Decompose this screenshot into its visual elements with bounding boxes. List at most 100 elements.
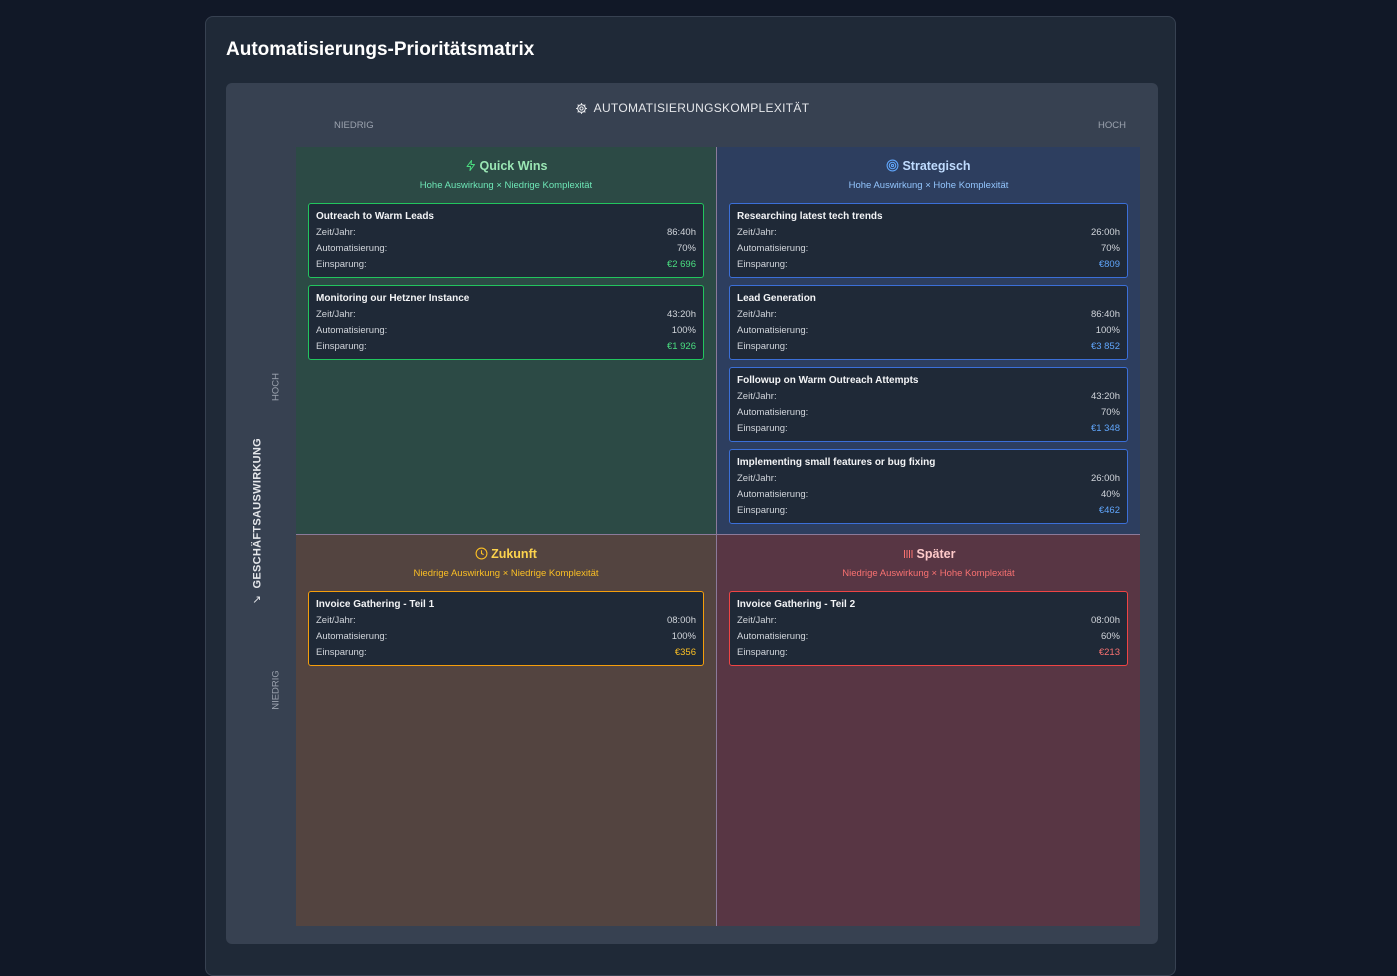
savings-row: Einsparung: €462 (737, 503, 1120, 519)
quadrant-subtitle: Hohe Auswirkung × Niedrige Komplexität (419, 180, 593, 191)
automation-row: Automatisierung: 60% (737, 629, 1120, 645)
savings-label: Einsparung: (737, 505, 788, 516)
time-value: 86:40h (1090, 309, 1120, 320)
card-list: Researching latest tech trends Zeit/Jahr:… (729, 203, 1128, 524)
time-value: 43:20h (1090, 391, 1120, 402)
card-list: Invoice Gathering - Teil 2 Zeit/Jahr: 08:0… (729, 591, 1128, 666)
time-row: Zeit/Jahr: 08:00h (737, 613, 1120, 629)
savings-label: Einsparung: (316, 341, 367, 352)
task-name: Implementing small features or bug fixin… (737, 457, 936, 468)
automation-label: Automatisierung: (316, 325, 388, 336)
automation-value: 70% (676, 243, 696, 254)
time-row: Zeit/Jahr: 26:00h (737, 225, 1120, 241)
quadrant-future: Zukunft Niedrige Auswirkung × Niedrige K… (296, 535, 717, 926)
automation-row: Automatisierung: 70% (316, 241, 696, 257)
savings-label: Einsparung: (316, 647, 367, 658)
time-label: Zeit/Jahr: (737, 473, 777, 484)
savings-value: €809 (1098, 259, 1120, 270)
task-card[interactable]: Monitoring our Hetzner Instance Zeit/Jahr… (308, 285, 704, 360)
savings-label: Einsparung: (737, 259, 788, 270)
automation-value: 100% (1095, 325, 1120, 336)
task-name: Researching latest tech trends (737, 211, 883, 222)
time-row: Zeit/Jahr: 86:40h (316, 225, 696, 241)
task-card[interactable]: Invoice Gathering - Teil 2 Zeit/Jahr: 08:0… (729, 591, 1128, 666)
quadrant-title: Später (916, 547, 956, 561)
savings-label: Einsparung: (737, 647, 788, 658)
x-axis-low: Niedrig (334, 120, 374, 131)
automation-row: Automatisierung: 100% (737, 323, 1120, 339)
time-label: Zeit/Jahr: (737, 391, 777, 402)
time-value: 86:40h (666, 227, 696, 238)
automation-value: 60% (1100, 631, 1120, 642)
savings-value: €213 (1098, 647, 1120, 658)
task-card[interactable]: Researching latest tech trends Zeit/Jahr:… (729, 203, 1128, 278)
automation-value: 70% (1100, 243, 1120, 254)
time-row: Zeit/Jahr: 43:20h (316, 307, 696, 323)
automation-label: Automatisierung: (316, 631, 388, 642)
time-value: 43:20h (666, 309, 696, 320)
task-name: Lead Generation (737, 293, 816, 304)
automation-label: Automatisierung: (737, 489, 809, 500)
pause-icon (902, 548, 914, 563)
page-title: Automatisierungs-Prioritätsmatrix (226, 39, 535, 60)
task-card[interactable]: Lead Generation Zeit/Jahr: 86:40h Automatis… (729, 285, 1128, 360)
task-card[interactable]: Invoice Gathering - Teil 1 Zeit/Jahr: 08:0… (308, 591, 704, 666)
automation-value: 70% (1100, 407, 1120, 418)
target-icon (886, 159, 899, 175)
time-row: Zeit/Jahr: 08:00h (316, 613, 696, 629)
task-name: Invoice Gathering - Teil 2 (737, 599, 856, 610)
time-value: 26:00h (1090, 227, 1120, 238)
quadrant-quick-wins: Quick Wins Hohe Auswirkung × Niedrige Ko… (296, 147, 717, 535)
task-card[interactable]: Outreach to Warm Leads Zeit/Jahr: 86:40h Au… (308, 203, 704, 278)
time-label: Zeit/Jahr: (737, 227, 777, 238)
savings-value: €3 852 (1090, 341, 1120, 352)
savings-value: €1 926 (666, 341, 696, 352)
task-card[interactable]: Implementing small features or bug fixin… (729, 449, 1128, 524)
time-value: 08:00h (666, 615, 696, 626)
quadrant-grid: Quick Wins Hohe Auswirkung × Niedrige Ko… (296, 147, 1140, 926)
automation-value: 100% (671, 631, 696, 642)
automation-label: Automatisierung: (316, 243, 388, 254)
savings-value: €356 (674, 647, 696, 658)
task-name: Monitoring our Hetzner Instance (316, 293, 470, 304)
savings-value: €1 348 (1090, 423, 1120, 434)
task-name: Invoice Gathering - Teil 1 (316, 599, 435, 610)
time-row: Zeit/Jahr: 43:20h (737, 389, 1120, 405)
automation-label: Automatisierung: (737, 243, 809, 254)
automation-row: Automatisierung: 40% (737, 487, 1120, 503)
gear-icon (575, 102, 588, 118)
task-card[interactable]: Followup on Warm Outreach Attempts Zeit/J… (729, 367, 1128, 442)
matrix-panel: Automatisierungs-Prioritätsmatrix Automa… (205, 16, 1176, 976)
card-list: Outreach to Warm Leads Zeit/Jahr: 86:40h Au… (308, 203, 704, 360)
y-axis-label: Geschäftsauswirkung (251, 437, 264, 589)
priority-matrix: Automatisierungskomplexität Niedrig Hoch… (226, 83, 1158, 944)
time-row: Zeit/Jahr: 86:40h (737, 307, 1120, 323)
automation-row: Automatisierung: 70% (737, 405, 1120, 421)
savings-label: Einsparung: (737, 341, 788, 352)
clock-icon (475, 547, 488, 563)
x-axis-label: Automatisierungskomplexität (593, 101, 810, 115)
savings-value: €2 696 (666, 259, 696, 270)
automation-label: Automatisierung: (737, 407, 809, 418)
quadrant-title: Quick Wins (479, 159, 548, 173)
savings-row: Einsparung: €2 696 (316, 257, 696, 273)
time-label: Zeit/Jahr: (316, 615, 356, 626)
task-name: Outreach to Warm Leads (316, 211, 434, 222)
savings-row: Einsparung: €356 (316, 645, 696, 661)
task-name: Followup on Warm Outreach Attempts (737, 375, 919, 386)
quadrant-subtitle: Hohe Auswirkung × Hohe Komplexität (848, 180, 1009, 191)
automation-value: 40% (1100, 489, 1120, 500)
quadrant-subtitle: Niedrige Auswirkung × Hohe Komplexität (842, 568, 1015, 579)
savings-row: Einsparung: €1 348 (737, 421, 1120, 437)
quadrant-subtitle: Niedrige Auswirkung × Niedrige Komplexit… (413, 568, 599, 579)
savings-label: Einsparung: (737, 423, 788, 434)
time-label: Zeit/Jahr: (737, 615, 777, 626)
savings-label: Einsparung: (316, 259, 367, 270)
x-axis-high: Hoch (1098, 120, 1126, 131)
lightning-icon (465, 159, 477, 175)
x-axis-title: Automatisierungskomplexität (226, 101, 1158, 118)
savings-row: Einsparung: €1 926 (316, 339, 696, 355)
savings-value: €462 (1098, 505, 1120, 516)
automation-label: Automatisierung: (737, 631, 809, 642)
automation-row: Automatisierung: 70% (737, 241, 1120, 257)
